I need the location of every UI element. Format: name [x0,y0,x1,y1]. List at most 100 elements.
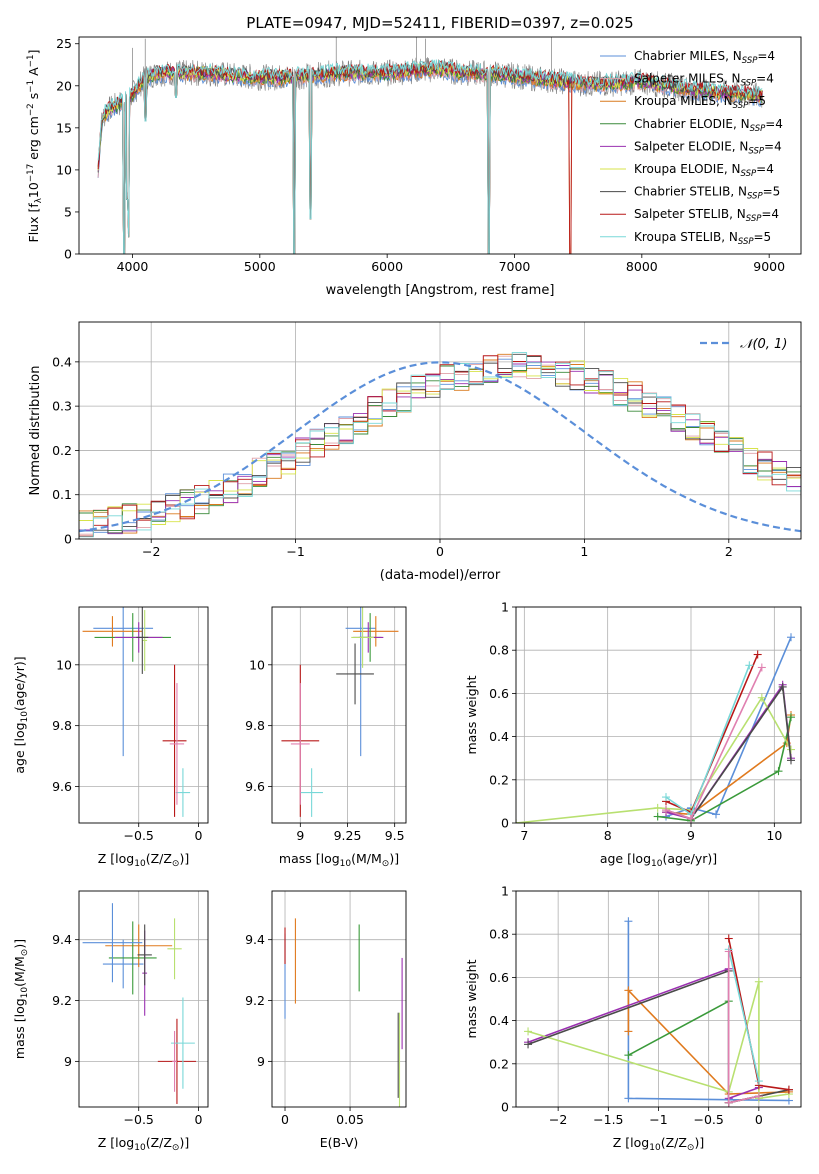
x-tick-label: 0 [436,544,444,559]
model-spectrum-8 [97,59,763,254]
grid [272,607,406,823]
y-axis-label: mass weight [464,675,479,754]
x-tick-label: 0 [755,1112,763,1127]
axes-frame [78,36,802,255]
legend-label: Chabrier STELIB, NSSP=5 [634,185,780,202]
y-tick-label: 1 [501,884,509,899]
y-tick-label: 0.4 [489,729,509,744]
axes: −0.5 0 9 9.2 9.4 [52,890,209,1127]
x-tick-label: 0 [194,828,202,843]
weight-line-3 [527,967,760,1100]
y-tick-label: 9 [64,1054,72,1069]
x-axis-label: Z [log10(Z/Z⊙)] [98,851,189,869]
legend-label: Kroupa STELIB, NSSP=5 [634,230,771,247]
plot-area [97,37,764,254]
x-axis-label: (data-model)/error [380,568,501,583]
weight-line-4 [516,696,792,823]
axes: −2 −1.5 −1 −0.5 0 0 0.2 0.4 0.6 0.8 1 [489,884,802,1127]
axes: 9 9.25 9.5 9.6 9.8 10 [245,606,407,843]
y-axis-label: mass weight [464,959,479,1038]
y-tick-label: 15 [56,120,72,135]
mass-age-axes: 9 9.25 9.5 9.6 9.8 10 mass [log10(M/M⊙)] [245,606,407,869]
x-tick-label: 0 [281,1112,289,1127]
y-tick-label: 9.8 [245,718,265,733]
legend-label: Salpeter ELODIE, NSSP=4 [634,139,782,156]
axes-frame [78,606,209,824]
x-tick-label: 8000 [626,259,658,274]
x-tick-label: 9.25 [334,828,362,843]
y-tick-label: 1 [501,600,509,615]
weight-line-2 [657,717,792,822]
x-tick-label: 0 [194,1112,202,1127]
axes: −2 −1 0 1 2 0 0.1 0.2 0.3 0.4 [52,321,802,559]
legend-label: 𝒩(0, 1) [740,337,787,352]
y-tick-label: 0.6 [489,970,509,985]
y-tick-label: 0.2 [489,1056,509,1071]
x-tick-label: 5000 [244,259,276,274]
x-tick-label: 6000 [371,259,403,274]
x-tick-label: −0.5 [124,828,154,843]
y-tick-label: 0.2 [489,772,509,787]
x-tick-label: 9 [687,828,695,843]
weight-line-0 [665,636,792,818]
plot-area [281,607,399,817]
residual-histogram-0 [79,358,801,539]
x-tick-label: 7 [520,828,528,843]
x-tick-label: 8 [604,828,612,843]
y-tick-label: 0.2 [52,443,72,458]
y-tick-label: 0.3 [52,399,72,414]
y-axis-label: Flux [fλ10−17 erg cm−2 s−1 A−1] [26,50,44,243]
y-tick-label: 0 [64,532,72,547]
legend-label: Salpeter MILES, NSSP=4 [634,72,774,89]
x-axis-label: age [log10(age/yr)] [600,851,717,869]
y-tick-label: 9.4 [245,932,265,947]
spectrum-axes: 4000 5000 6000 7000 8000 9000 0 5 10 15 20 25 wavele… [26,36,802,298]
age-weight-axes: 7 8 9 10 0 0.2 0.4 0.6 0.8 1 age [log10(age/yr)] ma… [464,600,802,869]
x-tick-label: 2 [725,544,733,559]
grid [79,891,208,1107]
x-axis-label: E(B-V) [320,1135,359,1150]
y-tick-label: 10 [56,657,72,672]
y-tick-label: 0 [501,1100,509,1115]
x-tick-label: 0.05 [336,1112,364,1127]
x-tick-label: 7000 [499,259,531,274]
weight-line-7 [665,665,751,816]
axes: 7 8 9 10 0 0.2 0.4 0.6 0.8 1 [489,600,802,843]
x-tick-label: 10 [766,828,782,843]
legend-label: Kroupa MILES, NSSP=5 [634,94,766,111]
y-tick-label: 0.4 [52,354,72,369]
residual-histogram-1 [79,355,801,539]
residual-histogram-5 [79,360,801,539]
weight-line-8 [727,951,760,1104]
y-tick-label: 9.2 [52,993,72,1008]
y-tick-label: 9.2 [245,993,265,1008]
normal-curve [79,361,801,533]
y-tick-label: 20 [56,78,72,93]
x-tick-label: −1 [286,544,304,559]
plot-area [516,633,795,823]
axes-frame [78,890,209,1108]
axes-frame [271,606,407,824]
x-tick-label: −1 [649,1112,667,1127]
x-axis-label: wavelength [Angstrom, rest frame] [326,283,555,298]
grid [79,607,208,823]
figure-title: PLATE=0947, MJD=52411, FIBERID=0397, z=0… [246,14,633,32]
plot-area [82,607,191,817]
axes: −0.5 0 9.6 9.8 10 [52,606,209,843]
x-tick-label: 9.5 [385,828,405,843]
x-axis-label: mass [log10(M/M⊙)] [279,851,399,869]
y-axis-label: Normed distribution [28,366,43,496]
y-tick-label: 9.4 [52,932,72,947]
y-tick-label: 0.8 [489,643,509,658]
x-tick-label: −2 [142,544,160,559]
y-tick-label: 0.6 [489,686,509,701]
plot-area [79,352,801,539]
legend-label: Salpeter STELIB, NSSP=4 [634,207,779,224]
weight-line-7 [727,949,760,1082]
x-axis-label: Z [log10(Z/Z⊙)] [98,1135,189,1153]
plot-area [284,918,403,1107]
grid [272,891,406,1107]
axes: 4000 5000 6000 7000 8000 9000 0 5 10 15 20 25 [56,36,802,274]
x-tick-label: 9 [296,828,304,843]
y-tick-label: 9.6 [245,779,265,794]
